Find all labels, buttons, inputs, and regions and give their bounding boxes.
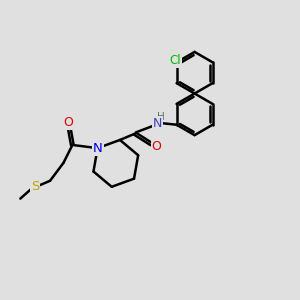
Text: Cl: Cl: [169, 54, 181, 67]
Text: O: O: [152, 140, 162, 153]
Text: O: O: [63, 116, 73, 129]
Text: N: N: [153, 117, 162, 130]
Text: N: N: [93, 142, 103, 154]
Text: S: S: [31, 180, 39, 193]
Text: H: H: [157, 112, 165, 122]
